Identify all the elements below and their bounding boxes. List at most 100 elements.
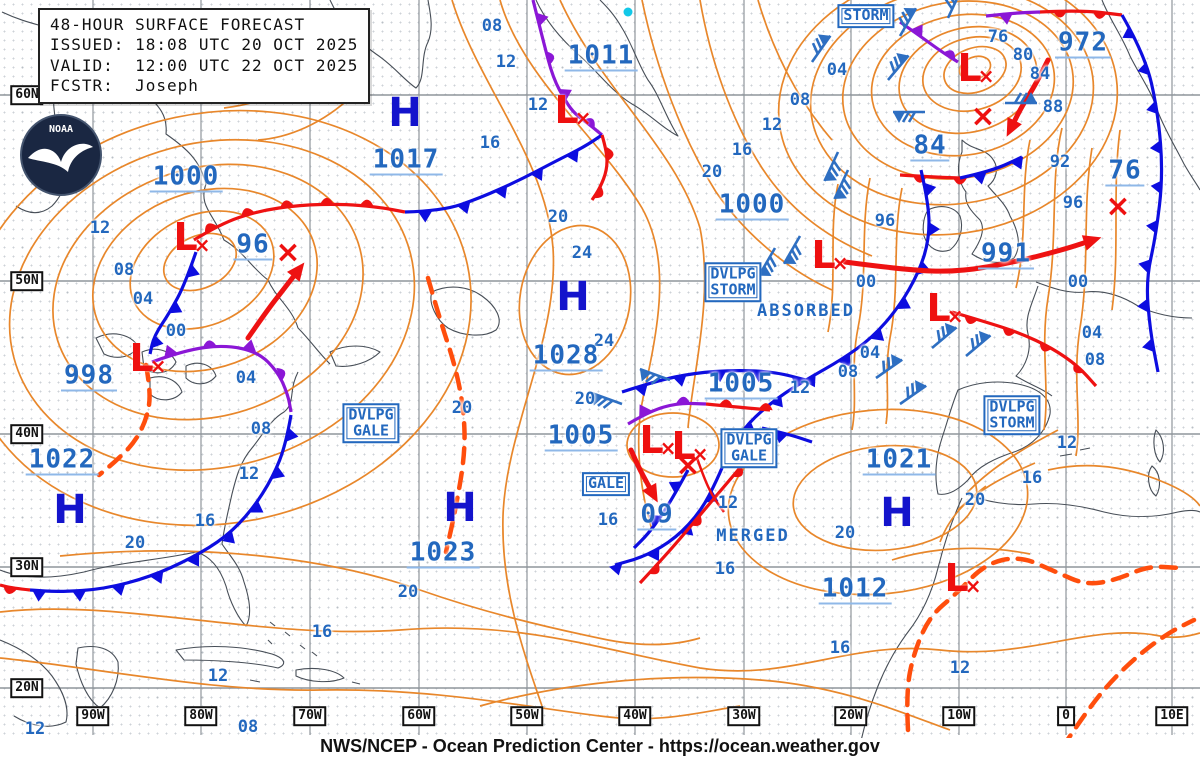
warm-front-pip bbox=[593, 186, 604, 199]
isobar bbox=[885, 187, 903, 425]
isobar bbox=[958, 55, 992, 81]
cold-front-pip bbox=[187, 264, 200, 278]
isobar bbox=[851, 177, 871, 431]
noaa-logo-circle bbox=[20, 114, 102, 196]
header-forecaster: FCSTR: Joseph bbox=[50, 76, 199, 96]
warm-front-pip bbox=[758, 403, 773, 411]
front-cold bbox=[1120, 14, 1164, 373]
front-occluded bbox=[985, 10, 1041, 18]
warm-front-pip bbox=[205, 223, 217, 234]
isobar bbox=[91, 187, 319, 373]
isobar bbox=[0, 657, 741, 720]
cold-front-pip bbox=[558, 88, 572, 102]
trough-layer bbox=[96, 275, 1197, 738]
warm-front-pip bbox=[1002, 327, 1017, 336]
isobar bbox=[162, 232, 238, 292]
coastline bbox=[922, 206, 963, 252]
isobar bbox=[479, 676, 951, 731]
isobar bbox=[518, 224, 632, 376]
coastline bbox=[935, 381, 1051, 495]
front-occluded bbox=[627, 401, 707, 426]
cold-front-pip bbox=[929, 222, 940, 237]
cold-front-pip bbox=[838, 353, 851, 367]
cold-front-pip bbox=[609, 562, 623, 576]
cold-front-pip bbox=[272, 465, 286, 479]
wind-barb-icon bbox=[810, 34, 832, 63]
coastline bbox=[185, 362, 217, 385]
noaa-logo: NOAA bbox=[20, 114, 102, 196]
cyan-marker bbox=[623, 7, 633, 17]
front-warm bbox=[0, 583, 31, 592]
wind-barb-icon bbox=[875, 354, 903, 380]
isobar bbox=[129, 210, 275, 330]
isobar bbox=[757, 0, 833, 141]
movement-arrow-head bbox=[642, 482, 658, 503]
wind-barb-icon bbox=[944, 0, 963, 19]
cold-front-pip bbox=[530, 167, 543, 181]
warm-front-pip bbox=[718, 399, 733, 407]
cold-front-pip bbox=[1137, 61, 1150, 76]
arrow-layer bbox=[245, 57, 1102, 503]
cold-front-pip bbox=[639, 404, 652, 418]
cold-front-pip bbox=[923, 182, 937, 197]
warm-front-pip bbox=[1073, 362, 1084, 374]
coastline bbox=[175, 645, 285, 669]
front-occluded bbox=[151, 344, 293, 413]
wind-barb-icon bbox=[757, 247, 777, 277]
cold-front-pip bbox=[791, 376, 806, 389]
cold-front-pip bbox=[1149, 140, 1162, 155]
cold-front-pip bbox=[770, 394, 783, 408]
cold-front-pip bbox=[668, 481, 682, 494]
wind-barb-icon bbox=[823, 151, 842, 182]
warm-front-pip bbox=[1052, 10, 1067, 18]
front-cold bbox=[614, 169, 931, 567]
isobar bbox=[1075, 147, 1093, 457]
coastline bbox=[1015, 285, 1053, 397]
wind-barb-icon bbox=[898, 7, 918, 37]
warm-front-pip bbox=[952, 177, 967, 185]
wind-barb-icon bbox=[1005, 92, 1037, 105]
isobar bbox=[626, 412, 720, 478]
front-layer bbox=[0, 0, 1164, 602]
warm-front-pip bbox=[943, 50, 956, 61]
isobar bbox=[841, 0, 1075, 180]
isobar bbox=[792, 444, 978, 552]
wind-barb-icon bbox=[782, 235, 802, 265]
coastline bbox=[1059, 447, 1091, 457]
trough-line bbox=[1065, 617, 1197, 738]
movement-arrow bbox=[842, 238, 1093, 274]
warm-front-pip bbox=[3, 585, 17, 594]
wind-barb-icon bbox=[833, 169, 852, 200]
isobar bbox=[59, 550, 701, 646]
isobar bbox=[898, 25, 1038, 135]
isobar bbox=[727, 408, 1029, 596]
cold-front-pip bbox=[752, 370, 767, 383]
cold-front-pip bbox=[647, 548, 660, 562]
cold-front-pip bbox=[1138, 259, 1151, 273]
warm-front-pip bbox=[319, 197, 334, 205]
coastline bbox=[0, 371, 299, 627]
cold-front-pip bbox=[72, 590, 87, 602]
coastline bbox=[249, 621, 361, 685]
isobar bbox=[0, 608, 1200, 672]
isobar bbox=[8, 138, 416, 472]
cold-front-pip bbox=[803, 374, 816, 388]
coastline bbox=[95, 333, 139, 358]
coastline bbox=[141, 348, 177, 374]
cold-front-pip bbox=[648, 514, 662, 528]
coastline bbox=[149, 376, 183, 401]
coastline bbox=[965, 493, 1200, 517]
cold-front-pip bbox=[536, 12, 549, 27]
movement-arrow-head bbox=[1006, 117, 1022, 137]
coastline bbox=[861, 497, 963, 738]
wind-barb-icon bbox=[899, 380, 927, 406]
isobar bbox=[777, 0, 1119, 236]
isobar bbox=[827, 183, 839, 333]
isobar bbox=[1047, 464, 1200, 507]
movement-arrow bbox=[1009, 57, 1051, 129]
isobar bbox=[1043, 127, 1063, 431]
cold-front-pip bbox=[286, 427, 299, 442]
front-warm bbox=[705, 402, 771, 412]
front-warm bbox=[590, 134, 609, 201]
